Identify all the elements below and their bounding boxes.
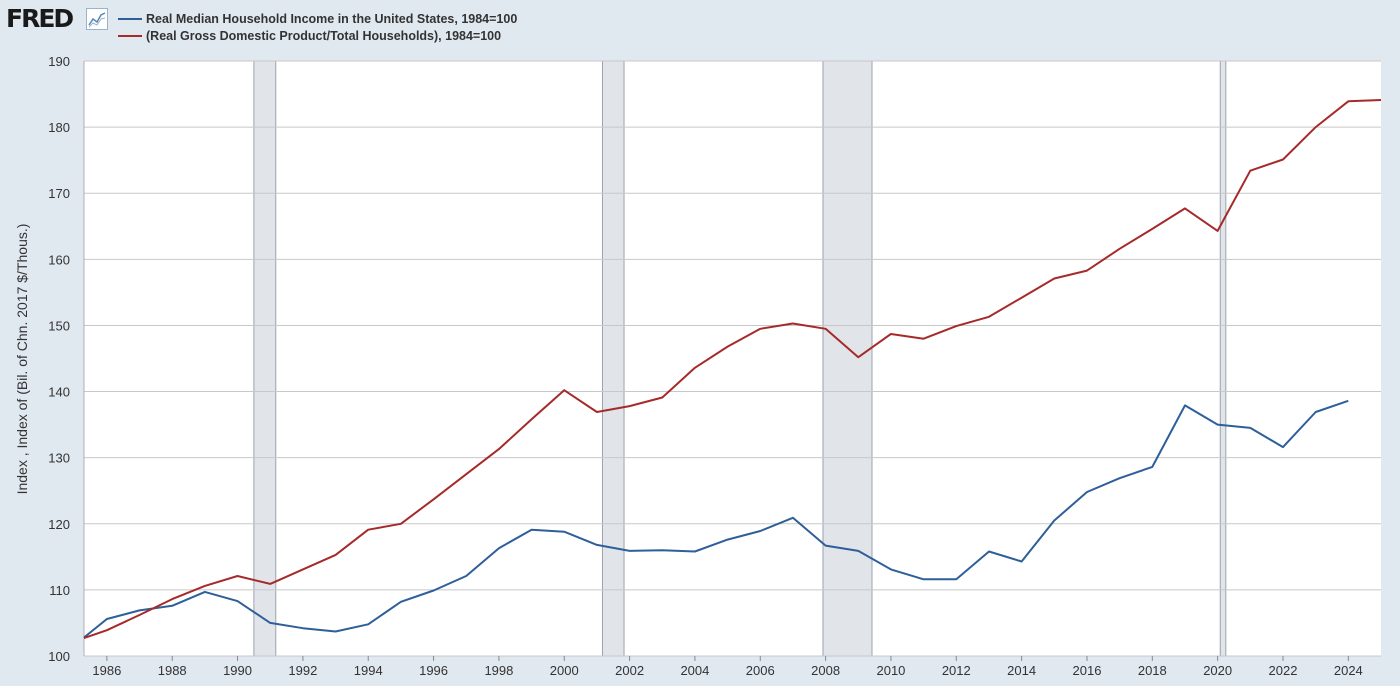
recession-band-2 [822,60,873,657]
y-tick-label: 180 [48,120,70,135]
x-tick-label: 2018 [1138,663,1167,678]
x-tick-label: 2014 [1007,663,1036,678]
legend-swatch-gdp [118,35,142,37]
x-tick-label: 2016 [1073,663,1102,678]
y-tick-label: 110 [49,583,70,598]
legend-item-gdp[interactable]: (Real Gross Domestic Product/Total House… [118,27,501,45]
y-tick-label: 130 [48,451,70,466]
recession-bands [253,60,1227,657]
x-tick-label: 2010 [876,663,905,678]
x-tick-label: 2012 [942,663,971,678]
chart-header: FRED Real Median Household Income in the… [0,0,1400,50]
x-axis: 1986 1988 1990 1992 1994 1996 1998 2000 2002 2004… [92,656,1363,678]
x-tick-label: 1998 [484,663,513,678]
x-tick-label: 2024 [1334,663,1363,678]
fred-logo[interactable]: FRED [6,4,74,33]
recession-band-0 [253,60,277,657]
x-tick-label: 1990 [223,663,252,678]
y-axis: 100 110 120 130 140 150 160 170 180 190 [48,54,70,664]
y-tick-label: 100 [48,649,70,664]
x-tick-label: 2002 [615,663,644,678]
legend-item-income[interactable]: Real Median Household Income in the Unit… [118,10,517,28]
x-tick-label: 2004 [680,663,709,678]
x-tick-label: 2006 [746,663,775,678]
x-tick-label: 2000 [550,663,579,678]
x-tick-label: 2022 [1269,663,1298,678]
series-line-0[interactable] [83,399,1349,639]
recession-band-3 [1219,60,1227,657]
x-tick-label: 2008 [811,663,840,678]
series-lines [83,99,1382,640]
x-tick-label: 1994 [354,663,383,678]
y-axis-title: Index , Index of (Bil. of Chn. 2017 $/Th… [14,224,30,495]
legend-label-income: Real Median Household Income in the Unit… [146,12,518,26]
x-tick-label: 1988 [158,663,187,678]
y-tick-label: 170 [48,186,70,201]
y-tick-label: 190 [48,54,70,69]
x-tick-label: 2020 [1203,663,1232,678]
plot-area [84,61,1381,656]
x-tick-label: 1986 [92,663,121,678]
legend-label-gdp: (Real Gross Domestic Product/Total House… [146,29,502,43]
y-tick-label: 120 [48,517,70,532]
x-tick-label: 1992 [288,663,317,678]
line-chart-icon[interactable] [86,8,108,30]
x-tick-label: 1996 [419,663,448,678]
legend-swatch-income [118,18,142,20]
gridlines [83,60,1381,657]
recession-band-1 [601,60,625,657]
y-tick-label: 150 [48,318,70,333]
y-tick-label: 160 [48,252,70,267]
y-tick-label: 140 [48,385,70,400]
